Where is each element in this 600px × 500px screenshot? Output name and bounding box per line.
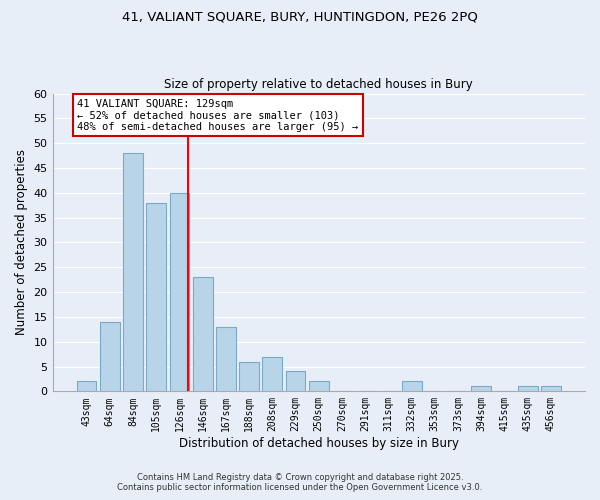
Bar: [77, 382, 97, 392]
Bar: [309, 382, 329, 392]
X-axis label: Distribution of detached houses by size in Bury: Distribution of detached houses by size …: [179, 437, 459, 450]
Text: 41, VALIANT SQUARE, BURY, HUNTINGDON, PE26 2PQ: 41, VALIANT SQUARE, BURY, HUNTINGDON, PE…: [122, 10, 478, 23]
Bar: [100, 322, 119, 392]
Bar: [216, 327, 236, 392]
Bar: [262, 356, 282, 392]
Bar: [239, 362, 259, 392]
Text: Contains HM Land Registry data © Crown copyright and database right 2025.
Contai: Contains HM Land Registry data © Crown c…: [118, 473, 482, 492]
Y-axis label: Number of detached properties: Number of detached properties: [15, 150, 28, 336]
Bar: [170, 193, 190, 392]
Bar: [123, 153, 143, 392]
Bar: [402, 382, 422, 392]
Bar: [193, 277, 212, 392]
Title: Size of property relative to detached houses in Bury: Size of property relative to detached ho…: [164, 78, 473, 91]
Text: 41 VALIANT SQUARE: 129sqm
← 52% of detached houses are smaller (103)
48% of semi: 41 VALIANT SQUARE: 129sqm ← 52% of detac…: [77, 98, 359, 132]
Bar: [541, 386, 561, 392]
Bar: [518, 386, 538, 392]
Bar: [146, 202, 166, 392]
Bar: [472, 386, 491, 392]
Bar: [286, 372, 305, 392]
